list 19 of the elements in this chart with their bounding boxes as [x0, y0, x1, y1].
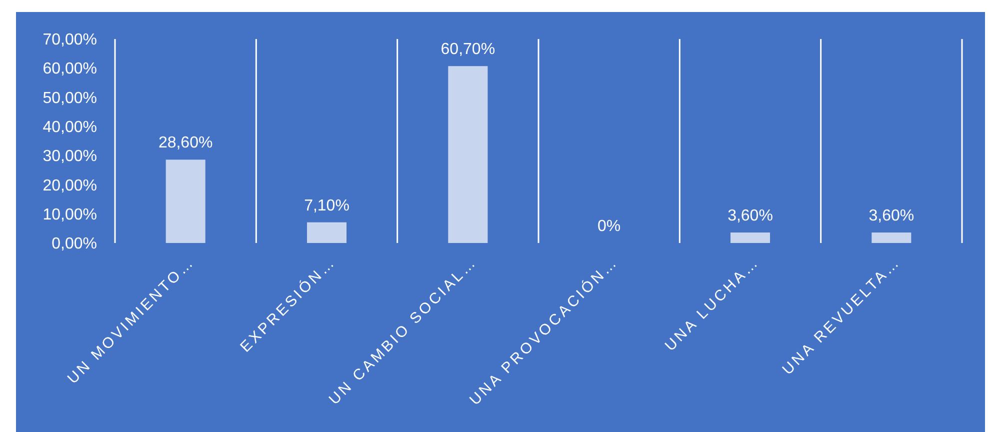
y-tick-label: 20,00% [42, 177, 97, 194]
y-tick-label: 70,00% [42, 32, 97, 49]
y-tick-label: 40,00% [42, 119, 97, 136]
y-tick-label: 60,00% [42, 60, 97, 78]
data-label: 28,60% [158, 134, 213, 152]
y-tick-label: 0,00% [52, 236, 97, 253]
data-label: 60,70% [440, 41, 496, 58]
y-tick-label: 10,00% [42, 206, 97, 224]
y-tick-label: 50,00% [42, 90, 97, 107]
bar [306, 222, 347, 243]
data-label: 7,10% [304, 197, 350, 214]
data-label: 0% [598, 218, 621, 235]
bar [166, 160, 206, 243]
data-label: 3,60% [728, 208, 773, 225]
data-label: 3,60% [868, 208, 914, 225]
bar [448, 66, 488, 243]
bar [730, 232, 770, 243]
bar [872, 232, 912, 243]
y-tick-label: 30,00% [42, 148, 97, 166]
